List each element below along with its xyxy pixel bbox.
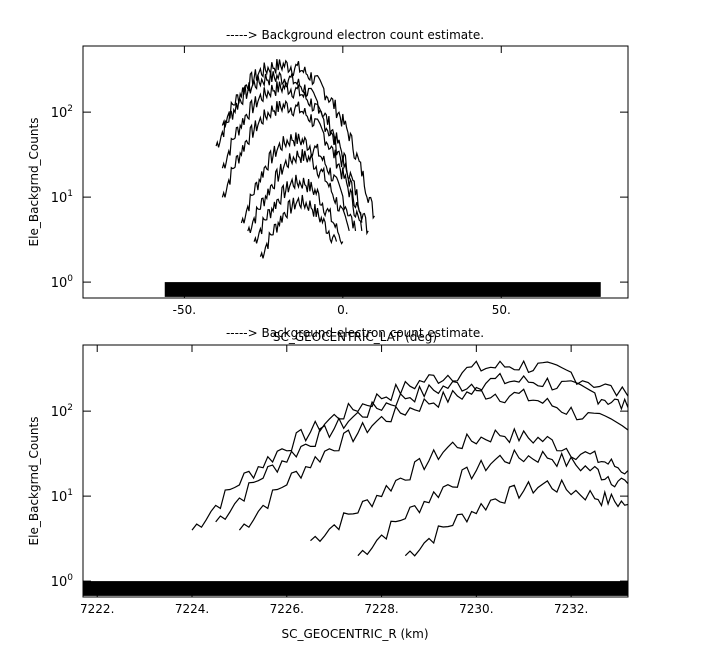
x-axis-label: SC_GEOCENTRIC_R (km) bbox=[282, 627, 429, 641]
series-line bbox=[191, 359, 629, 531]
series-line bbox=[253, 174, 344, 245]
plot-frame bbox=[82, 344, 629, 598]
y-tick-label: 100 bbox=[51, 573, 74, 590]
x-tick-label: 7224. bbox=[175, 602, 209, 616]
y-tick-exponent: 1 bbox=[67, 189, 73, 199]
x-tick-label: -50. bbox=[173, 303, 196, 317]
chart-panel-lat: -----> Background electron count estimat… bbox=[27, 28, 629, 344]
series-line bbox=[404, 478, 629, 557]
chart-title: -----> Background electron count estimat… bbox=[226, 28, 484, 42]
baseline-band bbox=[83, 581, 628, 596]
plot-frame bbox=[82, 45, 629, 299]
y-tick-exponent: 0 bbox=[67, 573, 73, 583]
series-line bbox=[238, 386, 629, 531]
y-tick-label: 100 bbox=[51, 274, 74, 291]
series-line bbox=[221, 99, 363, 231]
series-line bbox=[357, 448, 629, 557]
baseline-band bbox=[164, 282, 601, 297]
y-axis-label: Ele_Backgrnd_Counts bbox=[27, 417, 41, 546]
series-line bbox=[247, 149, 350, 233]
x-tick-label: 7228. bbox=[364, 602, 398, 616]
y-tick-label: 102 bbox=[51, 104, 73, 121]
y-tick-exponent: 2 bbox=[67, 403, 73, 413]
x-tick-label: 0. bbox=[337, 303, 348, 317]
series-line bbox=[215, 372, 629, 523]
series-line bbox=[240, 132, 357, 231]
series-line bbox=[310, 427, 629, 543]
chart-panel-r: -----> Background electron count estimat… bbox=[27, 326, 629, 641]
y-axis-label: Ele_Backgrnd_Counts bbox=[27, 118, 41, 247]
plot-data bbox=[164, 59, 601, 297]
y-tick-label: 102 bbox=[51, 403, 73, 420]
series-line bbox=[221, 80, 363, 223]
x-tick-label: 50. bbox=[492, 303, 511, 317]
plot-data bbox=[83, 359, 629, 596]
x-tick-label: 7232. bbox=[554, 602, 588, 616]
y-tick-label: 101 bbox=[51, 189, 73, 206]
y-tick-label: 101 bbox=[51, 488, 73, 505]
series-line bbox=[259, 194, 338, 259]
chart-title: -----> Background electron count estimat… bbox=[226, 326, 484, 340]
y-tick-exponent: 1 bbox=[67, 488, 73, 498]
x-axis-label: SC_GEOCENTRIC_LAT (deg) bbox=[273, 330, 437, 344]
x-tick-label: 7230. bbox=[459, 602, 493, 616]
y-tick-exponent: 0 bbox=[67, 274, 73, 284]
x-tick-label: 7222. bbox=[80, 602, 114, 616]
x-tick-label: 7226. bbox=[270, 602, 304, 616]
y-tick-exponent: 2 bbox=[67, 104, 73, 114]
